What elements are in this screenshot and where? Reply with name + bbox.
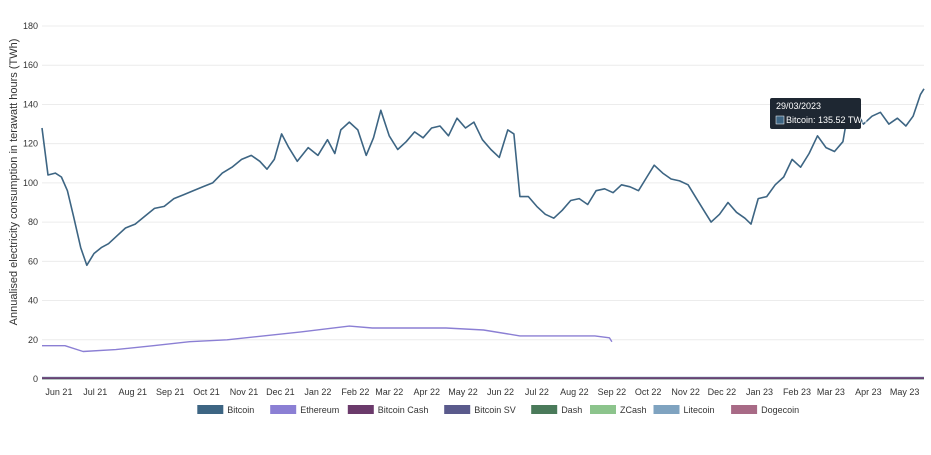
y-axis: 0 20 40 60 80 100 120 140 160 180 [23,21,38,384]
y-tick-label: 180 [23,21,38,31]
y-tick-label: 120 [23,139,38,149]
legend-swatch-litecoin [653,405,680,414]
series-line-ethereum [42,325,613,353]
x-tick-label: Apr 23 [855,387,882,397]
tooltip-date: 29/03/2023 [776,101,821,111]
series-line-bitcoin [41,88,925,267]
y-axis-title: Annualised electricity consumption in te… [8,39,20,326]
x-tick-label: Jun 21 [45,387,72,397]
legend: Bitcoin Ethereum Bitcoin Cash Bitcoin SV Das… [197,405,799,415]
legend-label-dogecoin: Dogecoin [761,405,799,415]
x-tick-label: Dec 21 [266,387,295,397]
y-tick-label: 40 [28,296,38,306]
x-tick-label: Sep 22 [598,387,627,397]
x-tick-label: Feb 22 [341,387,369,397]
legend-label-litecoin: Litecoin [684,405,715,415]
x-tick-label: Feb 23 [783,387,811,397]
legend-label-bitcoin-sv: Bitcoin SV [474,405,516,415]
x-tick-label: Jan 23 [746,387,773,397]
legend-swatch-bitcoin-sv [444,405,471,414]
y-tick-label: 60 [28,256,38,266]
y-tick-label: 20 [28,335,38,345]
x-tick-label: Dec 22 [708,387,737,397]
y-tick-label: 160 [23,60,38,70]
x-tick-label: Jan 22 [304,387,331,397]
tooltip-value: Bitcoin: 135.52 TWh [786,115,867,125]
x-tick-label: Oct 21 [193,387,220,397]
tooltip-box [770,98,861,129]
series-lines [41,88,925,380]
legend-swatch-bitcoin-cash [347,405,374,414]
y-tick-label: 0 [33,374,38,384]
x-tick-label: Mar 22 [375,387,403,397]
legend-label-bitcoin: Bitcoin [227,405,254,415]
x-tick-label: Jun 22 [487,387,514,397]
legend-label-dash: Dash [561,405,582,415]
y-tick-label: 100 [23,178,38,188]
x-tick-label: Nov 22 [671,387,700,397]
legend-swatch-zcash [590,405,616,414]
x-tick-label: Nov 21 [230,387,259,397]
legend-swatch-dash [531,405,558,414]
x-tick-label: Aug 21 [118,387,147,397]
x-tick-label: Oct 22 [635,387,662,397]
legend-swatch-ethereum [270,405,297,414]
tooltip: 29/03/2023 Bitcoin: 135.52 TWh [770,98,867,129]
legend-label-ethereum: Ethereum [300,405,339,415]
legend-label-bitcoin-cash: Bitcoin Cash [378,405,429,415]
y-tick-label: 80 [28,217,38,227]
tooltip-swatch [775,115,785,125]
grid [42,25,924,380]
x-tick-label: May 22 [448,387,478,397]
x-tick-label: Mar 23 [817,387,845,397]
x-tick-label: Aug 22 [560,387,589,397]
x-tick-label: Apr 22 [413,387,440,397]
legend-label-zcash: ZCash [620,405,647,415]
x-axis: Jun 21 Jul 21 Aug 21 Sep 21 Oct 21 Nov 21 Dec … [45,387,919,397]
x-tick-label: Sep 21 [156,387,185,397]
x-tick-label: Jul 21 [83,387,107,397]
legend-swatch-bitcoin [197,405,224,414]
y-tick-label: 140 [23,99,38,109]
x-tick-label: May 23 [890,387,920,397]
legend-swatch-dogecoin [731,405,758,414]
x-tick-label: Jul 22 [525,387,549,397]
